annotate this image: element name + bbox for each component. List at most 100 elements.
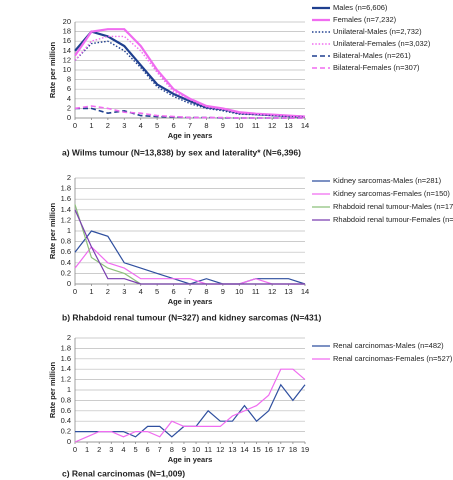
y-tick-label: 1 (67, 226, 71, 235)
legend-label: Females (n=7,232) (333, 15, 397, 24)
legend-label: Renal carcinomas-Males (n=482) (333, 341, 444, 350)
x-tick-label: 6 (146, 445, 150, 454)
y-tick-label: 0.4 (61, 258, 71, 267)
y-axis-label: Rate per million (48, 361, 57, 418)
x-tick-label: 14 (240, 445, 248, 454)
y-tick-label: 2 (67, 333, 71, 342)
x-axis-label: Age in years (168, 131, 213, 140)
x-axis-label: Age in years (168, 455, 213, 464)
legend-label: Kidney sarcomas-Males (n=281) (333, 176, 442, 185)
x-tick-label: 14 (301, 121, 309, 130)
x-tick-label: 4 (139, 287, 143, 296)
x-tick-label: 3 (109, 445, 113, 454)
y-tick-label: 16 (63, 36, 71, 45)
legend-label: Bilateral-Males (n=261) (333, 51, 411, 60)
x-tick-label: 0 (73, 287, 77, 296)
x-tick-label: 7 (188, 121, 192, 130)
legend-label: Unilateral-Females (n=3,032) (333, 39, 431, 48)
x-tick-label: 5 (155, 287, 159, 296)
y-tick-label: 1 (67, 385, 71, 394)
caption: c) Renal carcinomas (N=1,009) (62, 468, 185, 478)
x-tick-label: 11 (252, 121, 260, 130)
y-tick-label: 1.4 (61, 364, 71, 373)
x-tick-label: 12 (216, 445, 224, 454)
x-tick-label: 3 (122, 287, 126, 296)
x-tick-label: 13 (228, 445, 236, 454)
y-tick-label: 2 (67, 103, 71, 112)
y-axis-label: Rate per million (48, 41, 57, 98)
x-tick-label: 6 (171, 287, 175, 296)
x-tick-label: 6 (171, 121, 175, 130)
series-line (74, 209, 305, 285)
x-tick-label: 11 (204, 445, 212, 454)
x-tick-label: 12 (268, 121, 276, 130)
y-tick-label: 14 (63, 46, 71, 55)
y-tick-label: 0.2 (61, 427, 71, 436)
x-tick-label: 2 (106, 287, 110, 296)
x-tick-label: 16 (265, 445, 273, 454)
x-tick-label: 7 (188, 287, 192, 296)
x-tick-label: 19 (301, 445, 309, 454)
x-tick-label: 9 (182, 445, 186, 454)
y-tick-label: 0 (67, 113, 71, 122)
x-tick-label: 8 (170, 445, 174, 454)
series-line (74, 35, 306, 118)
x-tick-label: 1 (85, 445, 89, 454)
legend-label: Bilateral-Females (n=307) (333, 63, 420, 72)
x-tick-label: 4 (139, 121, 143, 130)
caption: b) Rhabdoid renal tumour (N=327) and kid… (62, 312, 321, 322)
caption: a) Wilms tumour (N=13,838) by sex and la… (62, 147, 301, 157)
x-tick-label: 4 (121, 445, 125, 454)
y-tick-label: 0.6 (61, 247, 71, 256)
x-tick-label: 5 (133, 445, 137, 454)
y-tick-label: 1.8 (61, 184, 71, 193)
y-tick-label: 0.6 (61, 406, 71, 415)
y-tick-label: 0.8 (61, 395, 71, 404)
y-axis-label: Rate per million (48, 202, 57, 259)
x-tick-label: 17 (277, 445, 285, 454)
y-tick-label: 0 (67, 437, 71, 446)
series-line (74, 230, 306, 285)
legend-label: Kidney sarcomas-Females (n=150) (333, 189, 450, 198)
x-tick-label: 10 (192, 445, 200, 454)
x-tick-label: 13 (284, 287, 292, 296)
x-tick-label: 10 (235, 287, 243, 296)
x-tick-label: 8 (204, 121, 208, 130)
y-tick-label: 0.4 (61, 416, 71, 425)
y-tick-label: 1.4 (61, 205, 71, 214)
series-line (74, 204, 305, 285)
x-tick-label: 0 (73, 121, 77, 130)
series-line (74, 246, 305, 285)
x-tick-label: 8 (204, 287, 208, 296)
y-tick-label: 1.2 (61, 215, 71, 224)
legend-label: Unilateral-Males (n=2,732) (333, 27, 422, 36)
x-tick-label: 7 (158, 445, 162, 454)
y-tick-label: 1.6 (61, 354, 71, 363)
x-tick-label: 3 (122, 121, 126, 130)
x-tick-label: 13 (284, 121, 292, 130)
y-tick-label: 0 (67, 279, 71, 288)
y-tick-label: 6 (67, 84, 71, 93)
legend-label: Rhabdoid renal tumour-Males (n=174) (333, 202, 453, 211)
x-tick-label: 2 (97, 445, 101, 454)
y-tick-label: 10 (63, 65, 71, 74)
legend-label: Rhabdoid renal tumour-Females (n=153) (333, 215, 453, 224)
x-tick-label: 9 (221, 287, 225, 296)
y-tick-label: 1.2 (61, 375, 71, 384)
y-tick-label: 4 (67, 94, 71, 103)
y-tick-label: 1.6 (61, 194, 71, 203)
legend-label: Renal carcinomas-Females (n=527) (333, 354, 453, 363)
x-tick-label: 5 (155, 121, 159, 130)
legend-label: Males (n=6,606) (333, 3, 388, 12)
x-tick-label: 12 (268, 287, 276, 296)
y-tick-label: 0.2 (61, 268, 71, 277)
x-tick-label: 1 (89, 287, 93, 296)
x-axis-label: Age in years (168, 297, 213, 306)
series-line (74, 28, 306, 118)
y-tick-label: 18 (63, 27, 71, 36)
y-tick-label: 20 (63, 17, 71, 26)
series-line (75, 107, 305, 119)
y-tick-label: 12 (63, 55, 71, 64)
